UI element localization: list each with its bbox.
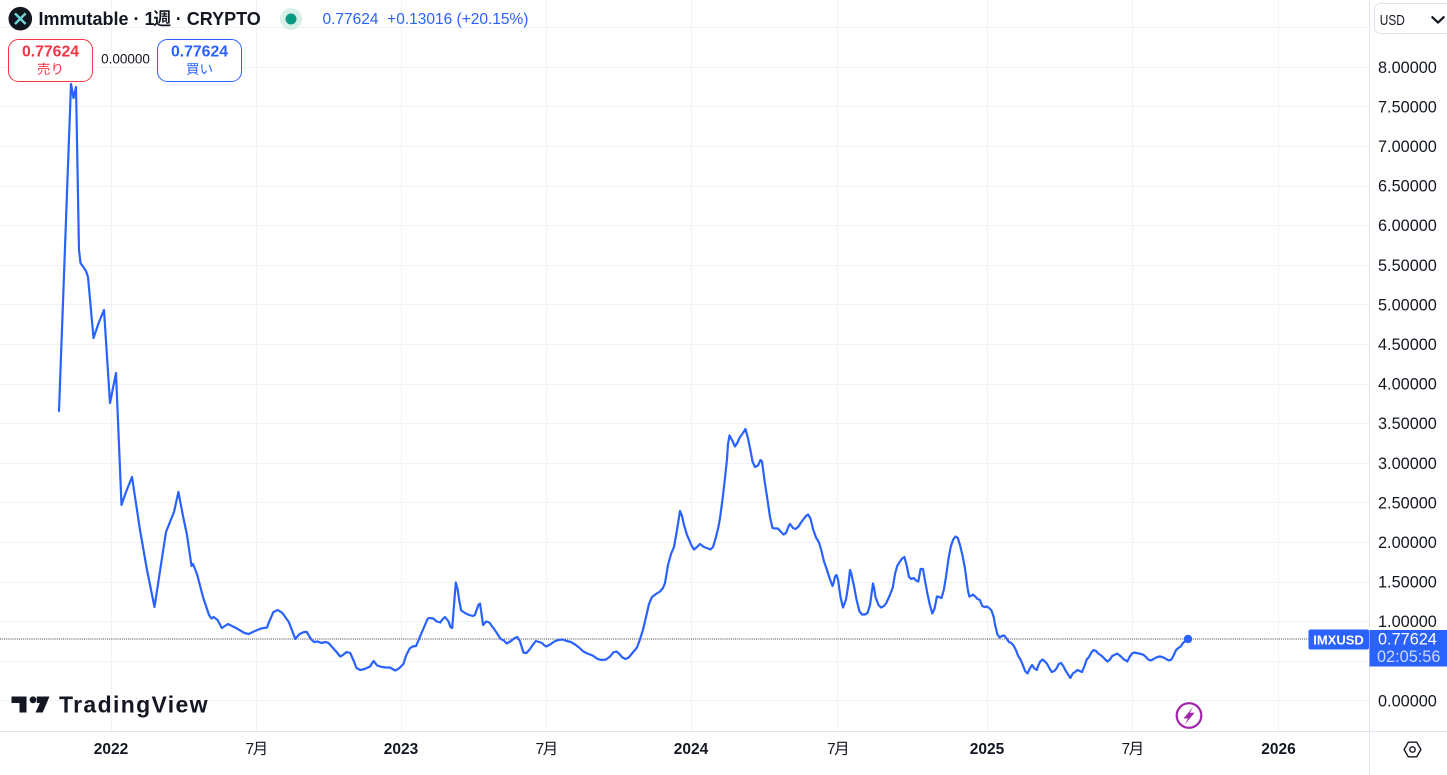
svg-text:0.00000: 0.00000 (101, 52, 150, 67)
svg-text:3.50000: 3.50000 (1378, 415, 1437, 433)
svg-text:2026: 2026 (1261, 741, 1296, 758)
svg-text:0.00000: 0.00000 (1378, 692, 1437, 710)
svg-text:8.00000: 8.00000 (1378, 59, 1437, 77)
svg-text:7: 7 (536, 741, 545, 758)
svg-text:Immutable · 1: Immutable · 1 (39, 9, 155, 29)
svg-text:2022: 2022 (94, 741, 128, 758)
svg-text:0.77624: 0.77624 (171, 43, 228, 60)
svg-text:7.50000: 7.50000 (1378, 98, 1437, 116)
svg-text:1.50000: 1.50000 (1378, 574, 1437, 592)
svg-text:2.00000: 2.00000 (1378, 534, 1437, 552)
svg-text:6.00000: 6.00000 (1378, 217, 1437, 235)
svg-text:TradingView: TradingView (59, 691, 209, 717)
svg-text:2025: 2025 (970, 741, 1005, 758)
svg-text:IMXUSD: IMXUSD (1313, 632, 1364, 647)
svg-text:· CRYPTO: · CRYPTO (176, 9, 261, 29)
svg-text:4.00000: 4.00000 (1378, 376, 1437, 394)
svg-text:2023: 2023 (384, 741, 419, 758)
svg-text:4.50000: 4.50000 (1378, 336, 1437, 354)
svg-text:USD: USD (1380, 12, 1405, 29)
svg-text:7: 7 (827, 741, 836, 758)
svg-text:7.00000: 7.00000 (1378, 138, 1437, 156)
svg-text:7: 7 (246, 741, 255, 758)
svg-text:2.50000: 2.50000 (1378, 494, 1437, 512)
svg-text:3.00000: 3.00000 (1378, 455, 1437, 473)
svg-text:02:05:56: 02:05:56 (1377, 648, 1440, 666)
svg-text:2024: 2024 (674, 741, 709, 758)
svg-text:7: 7 (1122, 741, 1131, 758)
svg-text:0.77624 +0.13016 (+20.15%): 0.77624 +0.13016 (+20.15%) (323, 11, 529, 28)
svg-text:1.00000: 1.00000 (1378, 613, 1437, 631)
svg-text:6.50000: 6.50000 (1378, 178, 1437, 196)
svg-text:0.77624: 0.77624 (22, 43, 79, 60)
svg-text:5.00000: 5.00000 (1378, 296, 1437, 314)
svg-text:0.77624: 0.77624 (1378, 630, 1437, 648)
svg-text:5.50000: 5.50000 (1378, 257, 1437, 275)
